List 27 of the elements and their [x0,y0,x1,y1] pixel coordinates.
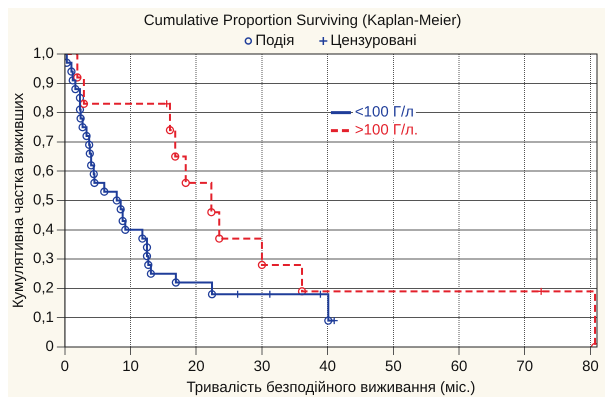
legend-label: Подія [255,32,294,50]
y-axis-title: Кумулятивна частка виживших [10,92,28,308]
y-tick-label: 0,1 [32,308,54,326]
y-tick-label: 0,2 [32,280,54,297]
y-tick-label: 0,9 [32,74,54,92]
y-tick-label: 0,5 [32,192,54,209]
x-tick-label: 70 [516,358,534,376]
chart-title: Cumulative Proportion Surviving (Kaplan-Meier) [144,12,462,30]
x-tick-label: 80 [582,358,599,376]
y-tick-label: 0 [46,338,54,356]
y-tick-label: 0,6 [32,162,54,180]
x-tick-label: 50 [384,358,402,376]
y-tick-label: 0,3 [32,250,54,268]
x-tick-label: 60 [450,358,468,376]
x-tick-label: 10 [122,358,139,376]
legend-label: Цензуровані [330,32,417,50]
y-tick-label: 0,8 [32,104,54,121]
x-axis-title: Тривалість безподійного виживання (міс.) [186,379,476,396]
x-tick-label: 40 [319,358,336,376]
y-tick-label: 0,4 [32,220,54,238]
x-tick-label: 30 [254,358,270,376]
y-tick-label: 1,0 [32,45,54,62]
y-tick-label: 0,7 [32,133,54,150]
legend-label: <100 Г/л [354,104,414,121]
x-tick-label: 20 [188,358,205,376]
x-tick-label: 0 [60,358,70,376]
legend-label: >100 Г/л. [354,122,418,139]
